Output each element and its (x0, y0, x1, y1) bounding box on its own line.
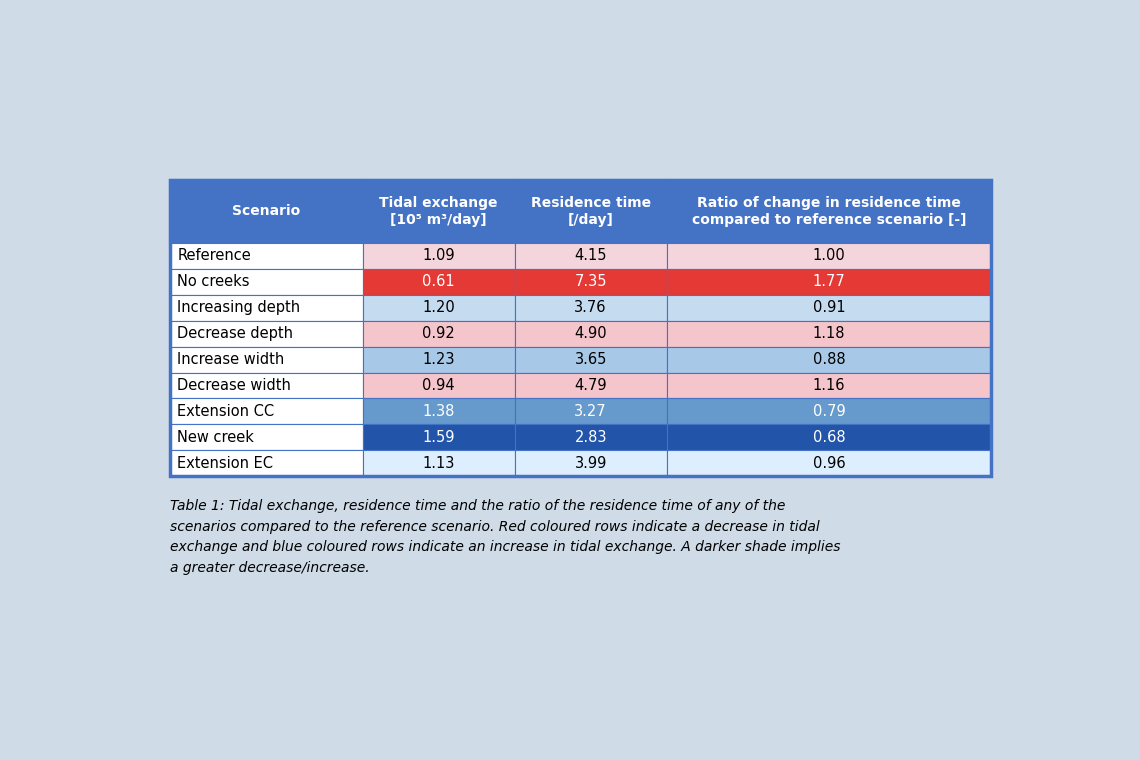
Bar (667, 295, 991, 321)
Text: 7.35: 7.35 (575, 274, 606, 290)
Text: Decrease depth: Decrease depth (178, 326, 293, 341)
Text: 3.27: 3.27 (575, 404, 606, 419)
Text: 4.79: 4.79 (575, 378, 606, 393)
Text: 4.15: 4.15 (575, 249, 606, 264)
Text: No creeks: No creeks (178, 274, 250, 290)
Bar (170, 424, 363, 450)
Text: Residence time
[/day]: Residence time [/day] (530, 195, 651, 227)
Bar (170, 269, 363, 295)
Bar (170, 398, 363, 424)
Text: Table 1: Tidal exchange, residence time and the ratio of the residence time of a: Table 1: Tidal exchange, residence time … (170, 499, 840, 575)
Text: 3.76: 3.76 (575, 300, 606, 315)
Text: Extension CC: Extension CC (178, 404, 275, 419)
Text: Scenario: Scenario (233, 204, 300, 218)
Bar (667, 372, 991, 398)
Text: Extension EC: Extension EC (178, 456, 274, 470)
Text: 1.77: 1.77 (813, 274, 845, 290)
Text: 4.90: 4.90 (575, 326, 606, 341)
Bar (170, 180, 363, 243)
Text: Decrease width: Decrease width (178, 378, 291, 393)
Bar (363, 269, 514, 295)
Text: Increasing depth: Increasing depth (178, 300, 301, 315)
Bar (363, 243, 514, 269)
Bar (170, 450, 363, 477)
Bar (514, 347, 667, 372)
Bar (170, 180, 991, 477)
Bar (514, 295, 667, 321)
Text: 1.18: 1.18 (813, 326, 845, 341)
Text: 1.20: 1.20 (422, 300, 455, 315)
Text: New creek: New creek (178, 430, 254, 445)
Text: 0.91: 0.91 (813, 300, 845, 315)
Bar (514, 424, 667, 450)
Text: 2.83: 2.83 (575, 430, 606, 445)
Bar (514, 321, 667, 347)
Bar (363, 372, 514, 398)
Text: 0.88: 0.88 (813, 352, 845, 367)
Bar (667, 269, 991, 295)
Text: 1.09: 1.09 (422, 249, 455, 264)
Bar (363, 295, 514, 321)
Text: Ratio of change in residence time
compared to reference scenario [-]: Ratio of change in residence time compar… (692, 195, 966, 227)
Text: Reference: Reference (178, 249, 251, 264)
Text: 3.99: 3.99 (575, 456, 606, 470)
Bar (514, 450, 667, 477)
Text: 0.96: 0.96 (813, 456, 845, 470)
Text: 0.94: 0.94 (422, 378, 455, 393)
Bar (514, 372, 667, 398)
Bar (170, 347, 363, 372)
Text: 1.38: 1.38 (423, 404, 455, 419)
Text: 1.23: 1.23 (423, 352, 455, 367)
Bar (667, 450, 991, 477)
Bar (170, 243, 363, 269)
Bar (363, 347, 514, 372)
Text: Increase width: Increase width (178, 352, 285, 367)
Bar (667, 398, 991, 424)
Bar (170, 321, 363, 347)
Bar (667, 347, 991, 372)
Bar (363, 321, 514, 347)
Bar (667, 321, 991, 347)
Bar (667, 180, 991, 243)
Bar (170, 372, 363, 398)
Text: 0.61: 0.61 (422, 274, 455, 290)
Text: 0.68: 0.68 (813, 430, 845, 445)
Text: 1.00: 1.00 (813, 249, 845, 264)
Bar (514, 269, 667, 295)
Bar (667, 243, 991, 269)
Bar (363, 398, 514, 424)
Bar (514, 243, 667, 269)
Bar (363, 450, 514, 477)
Bar (667, 424, 991, 450)
Bar (514, 180, 667, 243)
Bar (363, 424, 514, 450)
Text: 0.92: 0.92 (422, 326, 455, 341)
Bar (170, 295, 363, 321)
Text: 0.79: 0.79 (813, 404, 845, 419)
Bar (363, 180, 514, 243)
Bar (514, 398, 667, 424)
Text: Tidal exchange
[10⁵ m³/day]: Tidal exchange [10⁵ m³/day] (380, 195, 498, 227)
Text: 3.65: 3.65 (575, 352, 606, 367)
Text: 1.59: 1.59 (423, 430, 455, 445)
Text: 1.16: 1.16 (813, 378, 845, 393)
Text: 1.13: 1.13 (423, 456, 455, 470)
